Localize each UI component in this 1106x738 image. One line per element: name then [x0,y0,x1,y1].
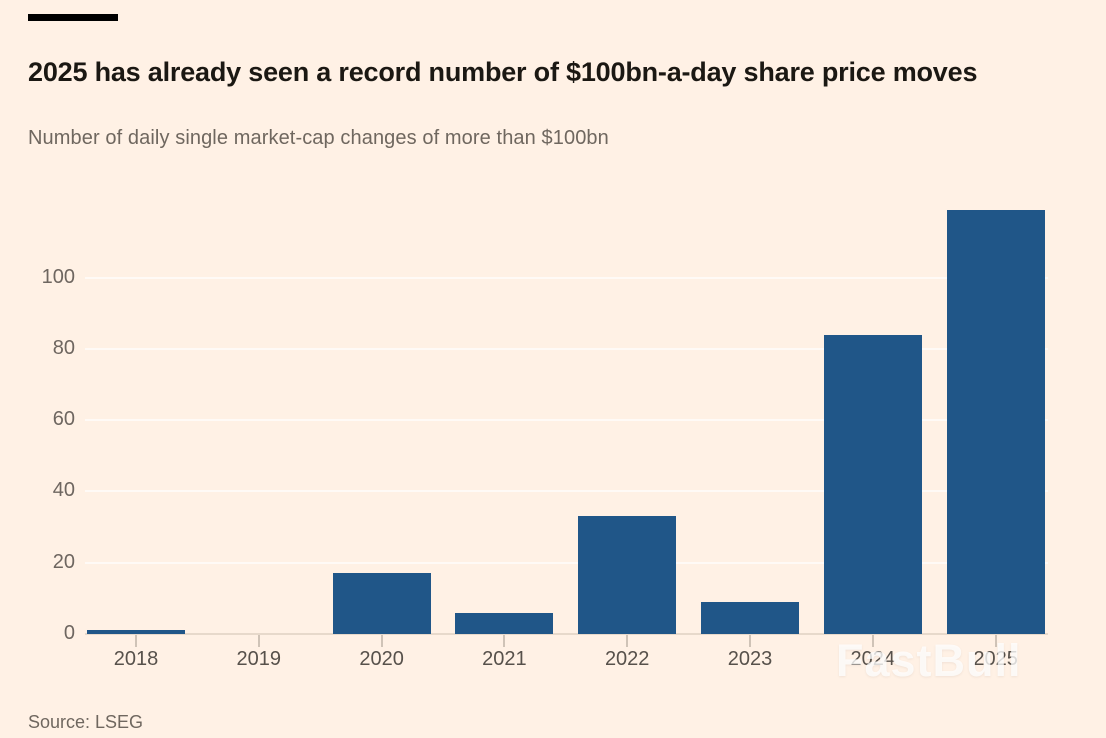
x-axis-label-2023: 2023 [727,648,773,670]
x-axis-tick-2024 [871,635,874,647]
bar-2025 [946,209,1045,634]
x-axis-tick-2018 [135,635,137,647]
y-axis-label-20: 20 [52,550,75,573]
gridline-40 [85,490,1048,493]
gridline-60 [85,419,1048,422]
chart-subtitle: Number of daily single market-cap change… [28,127,609,149]
x-axis-label-2024: 2024 [850,648,896,670]
x-axis-label-2019: 2019 [236,648,282,670]
bar-2021 [455,612,554,634]
x-axis-tick-2025 [994,635,997,647]
y-axis-label-60: 60 [52,408,75,431]
gridline-100 [85,276,1048,279]
y-axis-label-0: 0 [63,622,75,644]
x-axis-label-2018: 2018 [113,648,159,670]
ft-top-rule [28,14,118,21]
y-axis-label-40: 40 [52,479,75,502]
gridline-80 [85,347,1048,350]
x-axis-tick-2020 [380,635,383,647]
gridline-20 [85,561,1048,564]
x-axis-label-2020: 2020 [359,648,404,670]
bar-2020 [332,573,431,634]
source-note: Source: LSEG [28,712,144,732]
bar-2018 [87,630,185,634]
chart-title: 2025 has already seen a record number of… [28,57,978,88]
x-axis-tick-2022 [626,635,629,647]
y-axis-label-100: 100 [41,265,75,288]
x-axis-line [85,633,1048,635]
x-axis-label-2021: 2021 [482,648,527,670]
bar-2023 [701,601,799,634]
x-axis-label-2022: 2022 [604,648,650,670]
x-axis-label-2025: 2025 [973,648,1018,670]
y-axis-label-80: 80 [52,336,75,359]
bar-2022 [578,516,677,634]
x-axis-tick-2021 [503,635,506,647]
x-axis-tick-2023 [749,635,751,647]
bar-2024 [823,334,922,634]
x-axis-tick-2019 [257,635,260,647]
